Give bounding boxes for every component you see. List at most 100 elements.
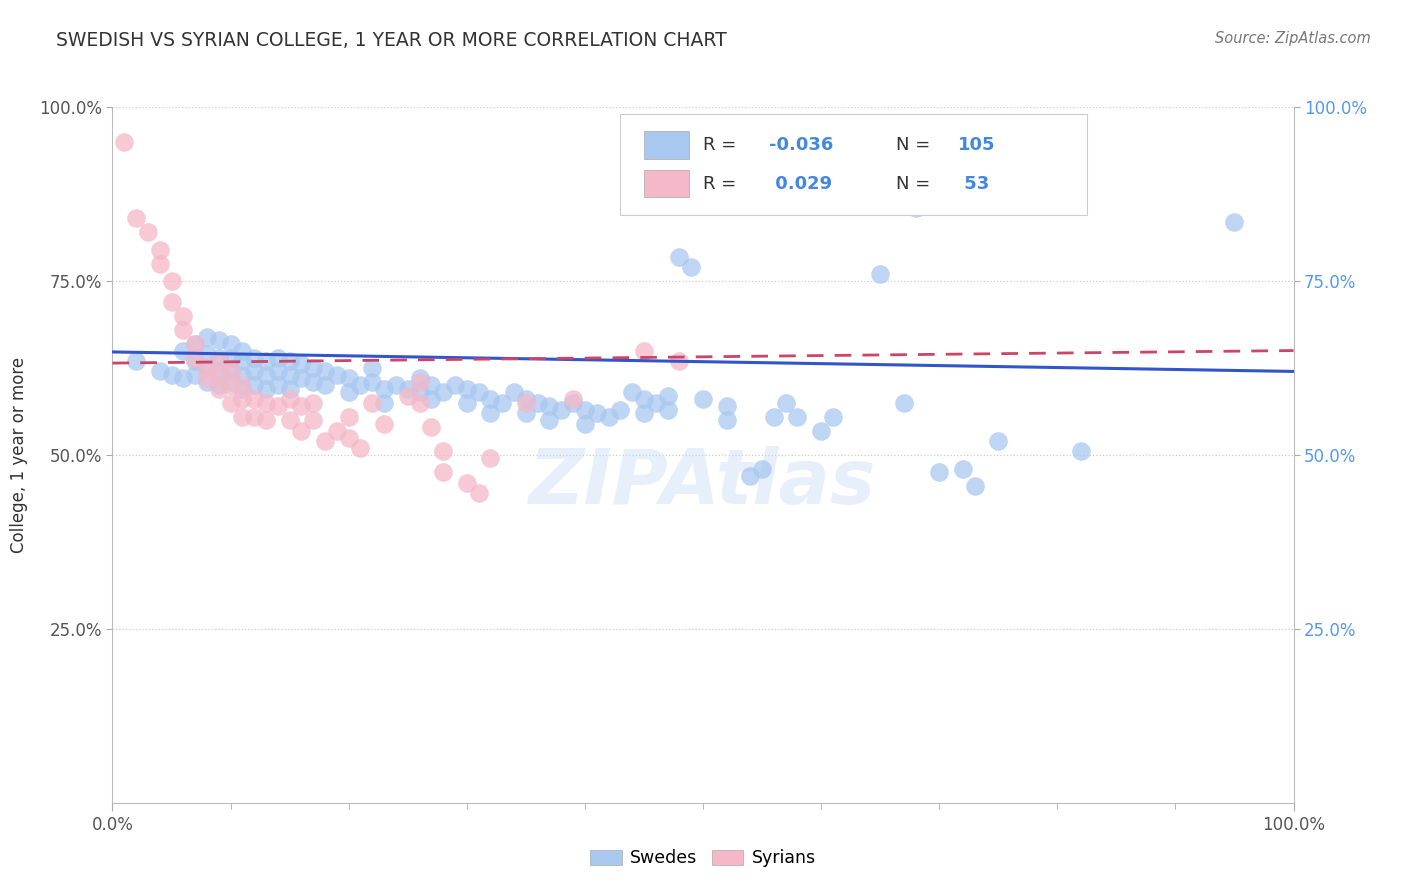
Point bbox=[1070, 444, 1092, 458]
Point bbox=[396, 389, 419, 403]
Point bbox=[432, 444, 454, 458]
Point bbox=[657, 389, 679, 403]
Point bbox=[302, 360, 325, 375]
Point bbox=[373, 396, 395, 410]
Point bbox=[195, 347, 218, 361]
Point bbox=[762, 409, 785, 424]
Point bbox=[550, 402, 572, 417]
Point bbox=[668, 354, 690, 368]
Point bbox=[243, 392, 266, 407]
Point bbox=[254, 413, 277, 427]
Point bbox=[219, 364, 242, 378]
Legend: Swedes, Syrians: Swedes, Syrians bbox=[583, 843, 823, 874]
Text: -0.036: -0.036 bbox=[769, 136, 834, 154]
Text: ZIPAtlas: ZIPAtlas bbox=[529, 446, 877, 520]
Point bbox=[928, 466, 950, 480]
Point bbox=[479, 406, 502, 420]
Point bbox=[231, 409, 253, 424]
Point bbox=[337, 431, 360, 445]
Point bbox=[574, 402, 596, 417]
Point bbox=[219, 364, 242, 378]
Point bbox=[195, 371, 218, 385]
Point bbox=[184, 351, 207, 365]
Point bbox=[254, 382, 277, 396]
Point bbox=[160, 368, 183, 382]
Point bbox=[195, 375, 218, 389]
Point bbox=[562, 392, 585, 407]
Point bbox=[432, 466, 454, 480]
Point bbox=[361, 360, 384, 375]
Point bbox=[267, 378, 290, 392]
Point bbox=[149, 243, 172, 257]
Point bbox=[716, 399, 738, 413]
Point bbox=[149, 256, 172, 270]
Point bbox=[302, 413, 325, 427]
Point bbox=[432, 385, 454, 400]
Point bbox=[491, 396, 513, 410]
Point bbox=[290, 371, 312, 385]
Point bbox=[821, 409, 844, 424]
Point bbox=[208, 368, 231, 382]
Point bbox=[219, 396, 242, 410]
Point bbox=[515, 392, 537, 407]
Y-axis label: College, 1 year or more: College, 1 year or more bbox=[10, 357, 28, 553]
Point bbox=[208, 333, 231, 347]
Point bbox=[526, 396, 548, 410]
Point bbox=[337, 409, 360, 424]
Point bbox=[998, 184, 1021, 198]
Text: N =: N = bbox=[896, 136, 935, 154]
Point bbox=[231, 354, 253, 368]
Point bbox=[408, 371, 430, 385]
Point bbox=[184, 368, 207, 382]
Text: N =: N = bbox=[896, 175, 935, 193]
Point bbox=[278, 413, 301, 427]
Point bbox=[208, 382, 231, 396]
Point bbox=[515, 406, 537, 420]
Point bbox=[254, 396, 277, 410]
Point bbox=[278, 368, 301, 382]
Point bbox=[503, 385, 526, 400]
Point bbox=[219, 375, 242, 389]
Point bbox=[420, 392, 443, 407]
Point bbox=[149, 364, 172, 378]
Text: 0.029: 0.029 bbox=[769, 175, 832, 193]
Point bbox=[172, 323, 194, 337]
Point bbox=[408, 385, 430, 400]
Point bbox=[243, 364, 266, 378]
Point bbox=[337, 371, 360, 385]
Text: 105: 105 bbox=[957, 136, 995, 154]
Point bbox=[515, 396, 537, 410]
Point bbox=[963, 479, 986, 493]
Point bbox=[254, 368, 277, 382]
Point bbox=[290, 399, 312, 413]
Point bbox=[112, 135, 135, 149]
Point bbox=[479, 451, 502, 466]
Point bbox=[278, 354, 301, 368]
Point bbox=[657, 402, 679, 417]
Point bbox=[598, 409, 620, 424]
Point bbox=[668, 250, 690, 264]
Point bbox=[184, 354, 207, 368]
Point bbox=[408, 396, 430, 410]
Point bbox=[444, 378, 467, 392]
Point bbox=[467, 385, 489, 400]
Point bbox=[302, 396, 325, 410]
Point bbox=[231, 343, 253, 358]
Point bbox=[751, 462, 773, 476]
Point bbox=[869, 267, 891, 281]
Point bbox=[361, 375, 384, 389]
Point bbox=[633, 406, 655, 420]
Point bbox=[373, 417, 395, 431]
Point bbox=[267, 364, 290, 378]
Point bbox=[290, 358, 312, 372]
Point bbox=[219, 336, 242, 351]
Point bbox=[385, 378, 408, 392]
Point bbox=[231, 392, 253, 407]
Text: SWEDISH VS SYRIAN COLLEGE, 1 YEAR OR MORE CORRELATION CHART: SWEDISH VS SYRIAN COLLEGE, 1 YEAR OR MOR… bbox=[56, 31, 727, 50]
Point bbox=[267, 351, 290, 365]
Point bbox=[479, 392, 502, 407]
Point bbox=[1223, 215, 1246, 229]
Point bbox=[184, 336, 207, 351]
Point bbox=[231, 378, 253, 392]
Text: R =: R = bbox=[703, 136, 742, 154]
